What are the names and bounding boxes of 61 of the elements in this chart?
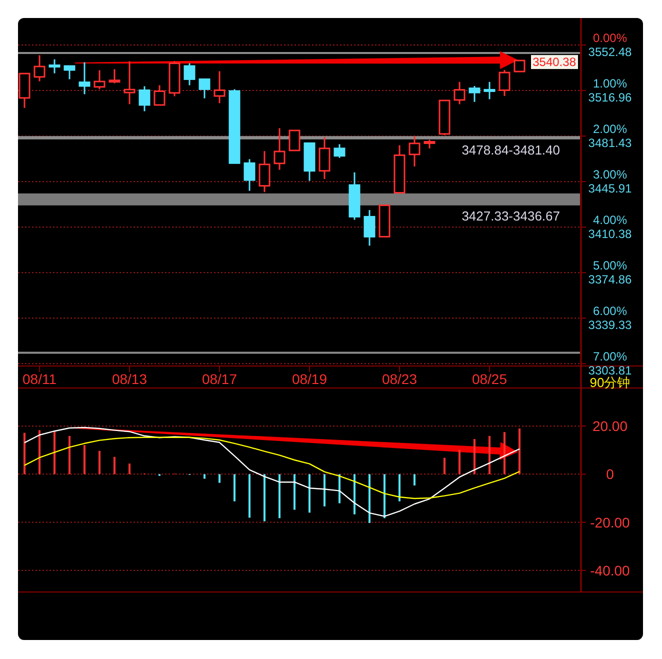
bar <box>414 474 416 486</box>
y2-tick-label: 6.00% <box>592 304 628 318</box>
bar <box>504 432 506 474</box>
x-tick-label: 08/23 <box>382 371 418 387</box>
y2-tick-label: 5.00% <box>592 258 628 273</box>
bar <box>84 445 86 474</box>
bar <box>54 432 56 474</box>
y-tick-label: 3516.96 <box>588 90 632 105</box>
x-tick-label: 08/25 <box>472 371 508 387</box>
text: 3540.38 <box>532 55 576 70</box>
bar <box>518 428 520 474</box>
bar <box>488 436 490 474</box>
bar <box>384 474 386 518</box>
y-tick-label: -40.00 <box>590 562 630 578</box>
bar <box>218 474 220 483</box>
bar <box>458 450 460 474</box>
line-series <box>24 436 520 500</box>
bar <box>114 456 116 474</box>
y-tick-label: 3339.33 <box>588 318 632 332</box>
y2-tick-label: 0.00% <box>592 31 628 46</box>
y-tick-label: 3410.38 <box>588 227 632 242</box>
bar <box>354 474 356 514</box>
text: 90分钟 <box>590 375 630 390</box>
y2-tick-label: 1.00% <box>592 76 628 91</box>
y-tick-label: 3374.86 <box>588 272 632 287</box>
bar <box>338 474 340 504</box>
bar <box>398 474 400 502</box>
y-tick-label: 0 <box>606 466 614 482</box>
x-tick-label: 08/13 <box>112 371 148 387</box>
bar <box>308 474 310 513</box>
bar <box>24 432 26 474</box>
y-tick-label: -20.00 <box>590 514 630 530</box>
bar <box>38 430 40 474</box>
bar <box>234 474 236 502</box>
y2-tick-label: 4.00% <box>592 213 628 228</box>
y-tick-label: 20.00 <box>592 418 628 434</box>
y-tick-label: 3303.81 <box>588 364 632 378</box>
y-tick-label: 3445.91 <box>588 182 632 196</box>
x-tick-label: 08/19 <box>292 371 328 387</box>
bar <box>368 474 370 523</box>
bar <box>278 474 280 518</box>
bar <box>324 474 326 506</box>
bar <box>294 474 296 510</box>
y2-tick-label: 3.00% <box>592 168 628 182</box>
y-tick-label: 3552.48 <box>588 45 632 60</box>
line-series <box>24 426 520 517</box>
y2-tick-label: 2.00% <box>592 122 628 136</box>
bar <box>248 474 250 518</box>
band-label: 3427.33-3436.67 <box>462 208 560 224</box>
y-tick-label: 3481.43 <box>588 136 632 150</box>
y2-tick-label: 7.00% <box>592 350 628 364</box>
x-tick-label: 08/17 <box>202 371 238 387</box>
bar <box>264 474 266 522</box>
bar <box>98 450 100 474</box>
bar <box>68 436 70 474</box>
band-label: 3478.84-3481.40 <box>462 142 560 158</box>
bar <box>128 464 130 474</box>
bar <box>444 458 446 474</box>
bar <box>474 439 476 474</box>
bar <box>204 474 206 479</box>
x-tick-label: 08/11 <box>22 371 57 387</box>
